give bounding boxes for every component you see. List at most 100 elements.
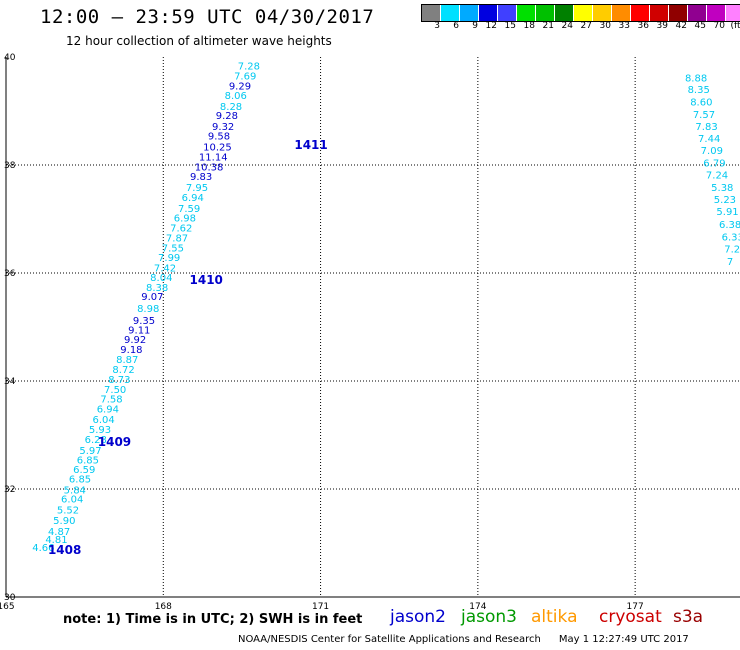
wave-height-label: 6.98 [174, 214, 196, 225]
mission-jason3: jason3 [461, 607, 517, 627]
color-scale-label: 30 [599, 21, 611, 31]
wave-height-label: 4.81 [45, 535, 67, 546]
wave-height-label: 6.85 [69, 475, 91, 486]
color-swatch [498, 5, 517, 21]
x-tick-label: 174 [469, 602, 486, 612]
wave-height-label: 9.28 [216, 111, 238, 122]
wave-height-label: 8.72 [112, 365, 134, 376]
x-tick-label: 171 [312, 602, 329, 612]
color-scale-label: 24 [561, 21, 573, 31]
wave-height-label: 9.58 [208, 132, 230, 143]
color-swatch [441, 5, 460, 21]
map-note: note: 1) Time is in UTC; 2) SWH is in fe… [63, 612, 363, 627]
wave-height-label: 7 [727, 257, 733, 268]
wave-height-label: 7.99 [158, 253, 180, 264]
mission-cryosat: cryosat [599, 607, 662, 627]
color-swatch [631, 5, 650, 21]
wave-height-label: 8.60 [690, 98, 712, 109]
wave-height-label: 8.04 [150, 273, 172, 284]
wave-height-label: 5.93 [89, 425, 111, 436]
y-tick-label: 40 [4, 53, 16, 63]
footer-credit: NOAA/NESDIS Center for Satellite Applica… [238, 634, 541, 645]
color-swatch [574, 5, 593, 21]
x-tick-label: 168 [155, 602, 172, 612]
color-scale-label: (ft) [730, 21, 740, 31]
color-scale-label: 42 [675, 21, 687, 31]
footer-date: May 1 12:27:49 UTC 2017 [558, 634, 689, 645]
color-swatch [422, 5, 441, 21]
wave-height-label: 8.06 [225, 91, 247, 102]
wave-height-label: 7.44 [698, 134, 720, 145]
wave-height-label: 9.92 [124, 335, 146, 346]
wave-height-label: 9.11 [128, 325, 150, 336]
color-swatch [707, 5, 726, 21]
wave-height-label: 5.84 [64, 485, 86, 496]
wave-height-label: 8.87 [116, 355, 138, 366]
wave-height-label: 9.32 [212, 122, 234, 133]
y-tick-label: 30 [4, 593, 16, 603]
color-scale-label: 33 [618, 21, 630, 31]
wave-height-label: 5.23 [714, 195, 736, 206]
color-swatch [555, 5, 574, 21]
map-subtitle: 12 hour collection of altimeter wave hei… [66, 34, 332, 48]
wave-height-label: 7.62 [170, 223, 192, 234]
x-tick-label: 177 [627, 602, 644, 612]
wave-height-label: 7.2 [724, 244, 740, 255]
wave-height-label: 9.29 [229, 81, 251, 92]
wave-height-label: 5.90 [53, 516, 75, 527]
wave-height-label: 7.83 [695, 122, 717, 133]
wave-height-label: 5.91 [716, 207, 738, 218]
wave-height-label: 9.07 [141, 292, 163, 303]
wave-height-label: 6.94 [97, 404, 119, 415]
wave-height-label: 8.35 [688, 85, 710, 96]
map-title: 12:00 – 23:59 UTC 04/30/2017 [40, 6, 375, 28]
color-scale-label: 39 [656, 21, 668, 31]
wave-height-label: 7.69 [234, 72, 256, 83]
pass-time-label: 1409 [98, 435, 131, 449]
wave-height-label: 6.59 [73, 465, 95, 476]
wave-height-label: 7.50 [104, 385, 126, 396]
wave-height-label: 6.94 [182, 193, 204, 204]
mission-s3a: s3a [673, 607, 704, 627]
pass-time-label: 1410 [190, 273, 223, 287]
color-swatch [612, 5, 631, 21]
mission-jason2: jason2 [390, 607, 446, 627]
color-scale-label: 18 [523, 21, 535, 31]
wave-height-label: 7.59 [178, 204, 200, 215]
wave-height-label: 7.28 [238, 61, 260, 72]
color-swatch [726, 5, 740, 21]
wave-height-label: 7.95 [186, 183, 208, 194]
wave-height-label: 8.28 [220, 102, 242, 113]
wave-height-label: 6.33 [722, 233, 740, 244]
color-swatch [460, 5, 479, 21]
wave-height-label: 10.25 [203, 142, 232, 153]
wave-height-label: 7.09 [701, 146, 723, 157]
color-swatch [593, 5, 612, 21]
wave-height-label: 9.83 [190, 172, 212, 183]
color-scale-label: 3 [434, 21, 440, 31]
wave-height-label: 6.28 [85, 435, 107, 446]
wave-height-label: 11.14 [199, 153, 228, 164]
wave-height-label: 7.58 [100, 395, 122, 406]
wave-height-label: 7.87 [166, 234, 188, 245]
wave-height-label: 4.66 [32, 543, 54, 554]
wave-height-label: 10.38 [195, 162, 224, 173]
wave-height-label: 4.87 [48, 527, 70, 538]
wave-height-label: 7.57 [693, 110, 715, 121]
wave-height-color-scale [421, 4, 740, 22]
color-scale-label: 70 [713, 21, 725, 31]
wave-height-label: 6.04 [93, 415, 115, 426]
color-swatch [650, 5, 669, 21]
wave-height-label: 8.73 [108, 375, 130, 386]
wave-height-label: 7.24 [706, 171, 728, 182]
color-scale-label: 45 [694, 21, 706, 31]
color-swatch [688, 5, 707, 21]
color-scale-label: 15 [504, 21, 516, 31]
wave-height-label: 5.38 [711, 183, 733, 194]
color-swatch [536, 5, 555, 21]
pass-time-label: 1408 [48, 543, 81, 557]
x-tick-label: 165 [0, 602, 15, 612]
